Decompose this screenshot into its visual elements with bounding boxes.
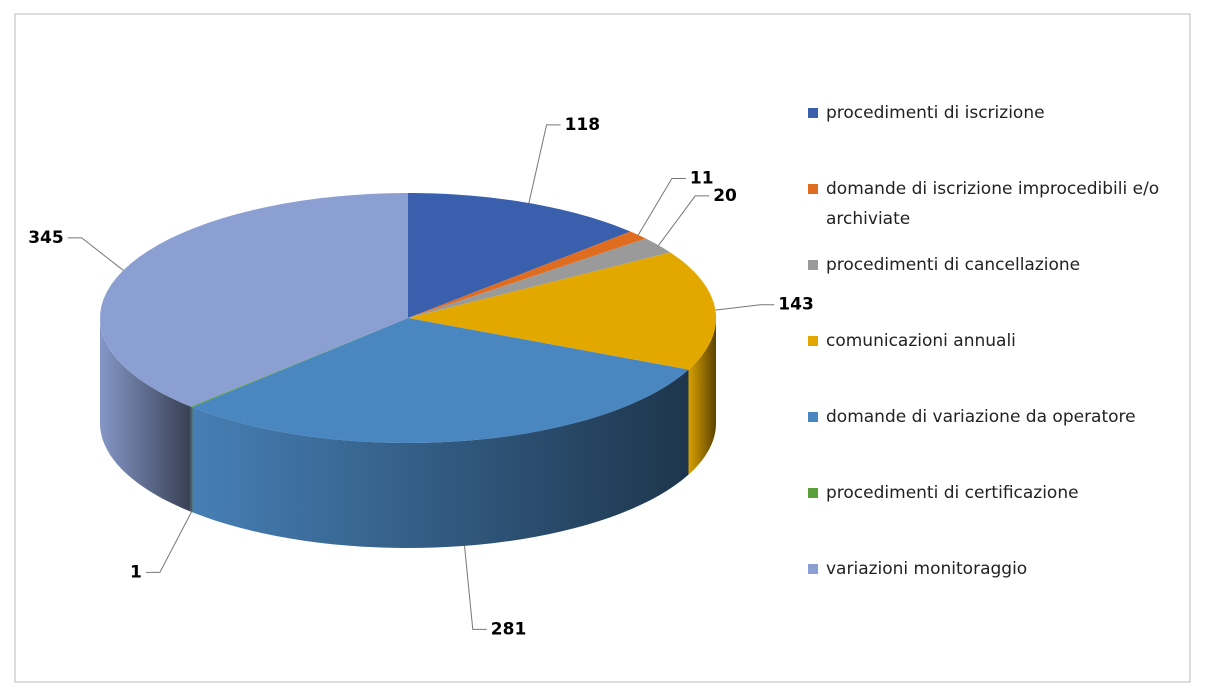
slice: [408, 252, 716, 370]
legend-swatch: [808, 412, 818, 422]
chart-frame: [14, 13, 1191, 683]
legend-label: variazioni monitoraggio: [826, 559, 1028, 579]
leader-line: [67, 237, 124, 271]
slice: [408, 231, 646, 318]
data-label: 118: [565, 115, 601, 135]
legend-label: domande di variazione da operatore: [826, 407, 1136, 427]
leader-line: [637, 178, 686, 236]
slice: [408, 238, 671, 318]
legend-label: comunicazioni annuali: [826, 331, 1016, 351]
legend-label: domande di iscrizione improcedibili e/o …: [826, 179, 1160, 229]
data-label: 11: [690, 169, 714, 189]
leader-line: [715, 304, 775, 311]
legend-swatch: [808, 564, 818, 574]
legend-swatch: [808, 260, 818, 270]
legend-item: domande di iscrizione improcedibili e/o …: [808, 176, 1198, 252]
legend-item: procedimenti di iscrizione: [808, 100, 1198, 176]
legend-item: domande di variazione da operatore: [808, 404, 1198, 480]
legend-item: comunicazioni annuali: [808, 328, 1198, 404]
legend-item: procedimenti di certificazione: [808, 480, 1198, 556]
legend: procedimenti di iscrizione domande di isc…: [808, 100, 1198, 632]
data-label: 143: [778, 295, 814, 315]
slice: [408, 193, 631, 318]
data-label: 20: [713, 186, 737, 206]
data-label: 1: [130, 562, 142, 582]
leader-line: [658, 195, 710, 246]
data-label: 281: [491, 619, 527, 639]
legend-swatch: [808, 488, 818, 498]
legend-label: procedimenti di cancellazione: [826, 255, 1081, 275]
slice-side: [190, 406, 193, 513]
legend-label: procedimenti di iscrizione: [826, 103, 1045, 123]
data-label: 345: [28, 228, 64, 248]
legend-item: variazioni monitoraggio: [808, 556, 1198, 632]
legend-label: procedimenti di certificazione: [826, 483, 1079, 503]
slice: [190, 318, 408, 408]
leader-line: [528, 124, 561, 204]
leader-line: [464, 545, 487, 630]
slice: [100, 193, 408, 407]
legend-swatch: [808, 336, 818, 346]
legend-swatch: [808, 108, 818, 118]
slice: [192, 318, 689, 443]
leader-line: [145, 511, 192, 573]
legend-swatch: [808, 184, 818, 194]
legend-item: procedimenti di cancellazione: [808, 252, 1198, 328]
